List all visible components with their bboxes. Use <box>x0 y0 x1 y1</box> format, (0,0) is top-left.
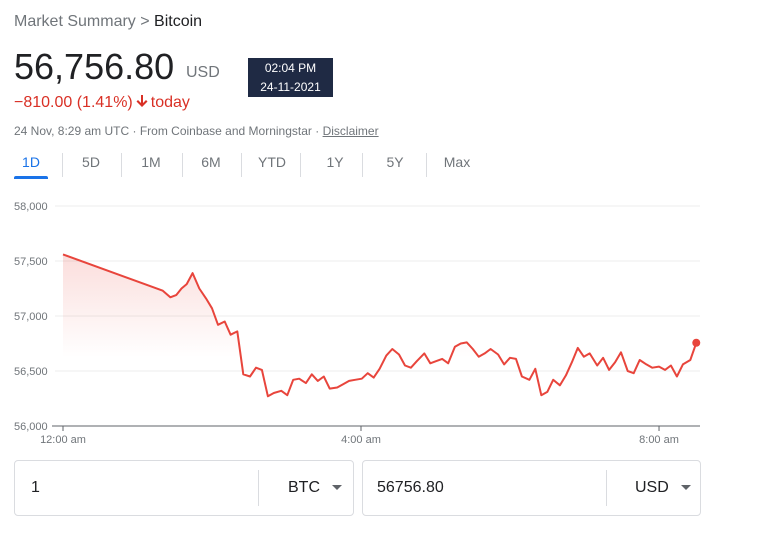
y-tick-label: 56,000 <box>14 421 48 433</box>
price-change: −810.00 (1.41%) today <box>14 94 190 112</box>
amount-input[interactable]: 1 <box>31 479 40 496</box>
range-tab[interactable]: 1M <box>141 154 161 170</box>
tab-separator <box>300 153 301 177</box>
tab-separator <box>182 153 183 177</box>
range-tab[interactable]: 5Y <box>386 154 404 170</box>
tab-separator <box>241 153 242 177</box>
x-tick-label: 8:00 am <box>639 434 679 446</box>
range-tab[interactable]: YTD <box>258 154 286 170</box>
tab-separator <box>426 153 427 177</box>
currency: USD <box>186 64 220 81</box>
range-tab[interactable]: Max <box>443 154 471 170</box>
tab-separator <box>121 153 122 177</box>
tab-separator <box>62 153 63 177</box>
change-value: −810.00 (1.41%) <box>14 94 133 111</box>
change-period: today <box>150 94 190 111</box>
y-tick-label: 57,000 <box>14 311 48 323</box>
breadcrumb-parent[interactable]: Market Summary <box>14 13 136 30</box>
price-line <box>62 253 698 398</box>
from-currency[interactable]: BTC <box>288 479 320 496</box>
range-tab[interactable]: 1Y <box>326 154 344 170</box>
y-tick-label: 58,000 <box>14 201 48 213</box>
to-currency[interactable]: USD <box>635 479 669 496</box>
y-tick-label: 56,500 <box>14 366 48 378</box>
dropdown-arrow <box>681 485 691 490</box>
disclaimer-link[interactable]: Disclaimer <box>322 124 379 138</box>
result-box[interactable] <box>362 460 701 516</box>
source-info: 24 Nov, 8:29 am UTC · From Coinbase and … <box>14 124 379 138</box>
range-tab[interactable]: 5D <box>82 154 100 170</box>
breadcrumb: Market Summary > Bitcoin <box>14 13 202 31</box>
source-text: 24 Nov, 8:29 am UTC · From Coinbase and … <box>14 124 320 138</box>
range-tab[interactable]: 6M <box>201 154 221 170</box>
tooltip: 02:04 PM 24-11-2021 <box>248 58 333 97</box>
y-tick-label: 57,500 <box>14 256 48 268</box>
x-tick-label: 4:00 am <box>341 434 381 446</box>
x-tick-label: 12:00 am <box>40 434 86 446</box>
down-arrow <box>136 95 148 107</box>
breadcrumb-current: Bitcoin <box>154 13 203 30</box>
active-tab-indicator <box>14 176 48 179</box>
tooltip-time: 02:04 PM <box>264 61 317 75</box>
breadcrumb-separator: > <box>140 13 150 30</box>
amount-box[interactable] <box>14 460 354 516</box>
result-input[interactable]: 56756.80 <box>377 479 444 496</box>
price-area <box>63 254 697 426</box>
last-point <box>692 338 701 347</box>
range-tab[interactable]: 1D <box>22 154 40 170</box>
tooltip-date: 24-11-2021 <box>260 80 321 94</box>
divider <box>606 470 607 506</box>
dropdown-arrow <box>332 485 342 490</box>
divider <box>258 470 259 506</box>
price: 56,756.80 <box>14 46 175 87</box>
tab-separator <box>362 153 363 177</box>
